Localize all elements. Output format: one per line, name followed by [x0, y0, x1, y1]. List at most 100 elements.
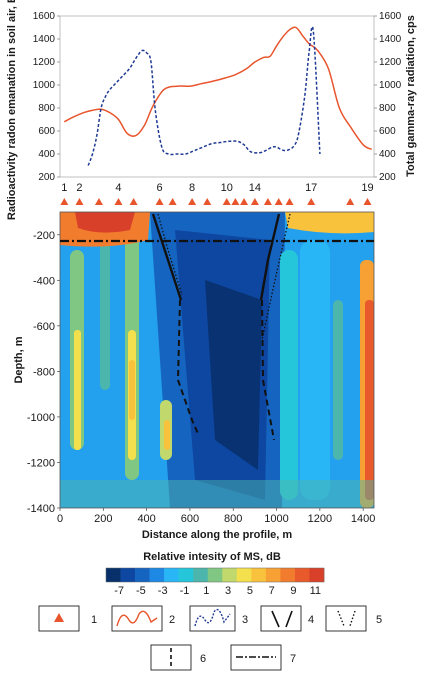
colorbar-frame [105, 567, 325, 583]
right-tick-label: 1400 [379, 34, 402, 45]
colorbar-tick-label: 11 [310, 585, 321, 597]
station-number-label: 14 [249, 182, 261, 194]
station-marker [285, 198, 294, 205]
left-tick-label: 1200 [33, 57, 56, 68]
dashed-boundary-right [261, 299, 275, 441]
distance-axis-label: Distance along the profile, m [142, 529, 293, 541]
right-tick-label: 600 [379, 126, 396, 137]
colorbar-cell [207, 568, 223, 582]
colorbar-tick-label: -1 [180, 585, 190, 597]
left-tick-label: 800 [38, 103, 55, 114]
colorbar-tick-label: 5 [247, 585, 253, 597]
ms-heatmap-chart: -200 -400 -600 -800 -1000 -1200 -1400 0 200 400 6… [13, 198, 375, 541]
left-tick-label: 400 [38, 149, 55, 160]
colorbar-tick-label: 7 [269, 585, 275, 597]
legend-fault-icon-right [285, 610, 293, 628]
colorbar-cell [149, 568, 165, 582]
fault-line-left [151, 213, 183, 301]
legend-num-4: 4 [308, 614, 314, 626]
station-number-label: 2 [76, 182, 82, 194]
colorbar-cell [280, 568, 296, 582]
station-marker [274, 198, 283, 205]
colorbar-tick-label: -5 [136, 585, 146, 597]
depth-tick-label: -200 [33, 230, 55, 242]
distance-tick-label: 1000 [264, 513, 288, 525]
legend-solid-curve-icon [116, 610, 158, 627]
left-tick-label: 1600 [33, 11, 56, 22]
left-axis-ticks: 1600 1400 1200 1000 800 600 400 200 [33, 11, 60, 183]
symbol-legend: 1 2 3 4 5 6 7 [38, 605, 382, 671]
right-tick-label: 200 [379, 172, 396, 183]
left-tick-label: 1400 [33, 34, 56, 45]
station-number-label: 19 [361, 182, 373, 194]
distance-tick-label: 600 [181, 513, 199, 525]
legend-box-3 [189, 605, 236, 632]
colorbar-tick-label: 9 [290, 585, 296, 597]
station-marker [75, 198, 84, 205]
colorbar-tick-label: 1 [203, 585, 209, 597]
colorbar: Relative intesity of MS, dB -7 -5 -3 -1 1 3 5 7… [105, 551, 325, 597]
station-number-label: 1 [61, 182, 67, 194]
station-marker [60, 198, 69, 205]
legend-num-5: 5 [376, 614, 382, 626]
structure-lines [60, 213, 374, 441]
legend-dotted-curve-icon [194, 608, 231, 627]
right-axis-label: Total gamma-ray radiation, cps [405, 15, 417, 177]
colorbar-cell [120, 568, 136, 582]
colorbar-cell [222, 568, 238, 582]
station-marker [240, 198, 249, 205]
legend-box-5 [325, 605, 367, 632]
station-marker [222, 198, 231, 205]
legend-num-1: 1 [91, 614, 97, 626]
station-marker [155, 198, 164, 205]
station-number-label: 6 [157, 182, 163, 194]
legend-box-4 [260, 605, 302, 632]
distance-tick-label: 0 [57, 513, 63, 525]
right-tick-label: 1200 [379, 57, 402, 68]
fault-line-right [259, 213, 281, 301]
legend-dotted-fault-icon-right [349, 610, 356, 627]
station-number-label: 10 [221, 182, 233, 194]
left-tick-label: 600 [38, 126, 55, 137]
depth-axis-ticks: -200 -400 -600 -800 -1000 -1200 -1400 [27, 230, 60, 515]
depth-tick-label: -400 [33, 275, 55, 287]
colorbar-cell [309, 568, 325, 582]
distance-tick-label: 1200 [308, 513, 332, 525]
heatmap-frame [59, 211, 375, 509]
colorbar-tick-label: -7 [114, 585, 124, 597]
distance-tick-label: 800 [224, 513, 242, 525]
station-marker [203, 198, 212, 205]
station-number-label: 4 [115, 182, 121, 194]
left-tick-label: 1000 [33, 80, 56, 91]
depth-tick-label: -600 [33, 321, 55, 333]
colorbar-cell [265, 568, 281, 582]
station-marker [250, 198, 259, 205]
station-marker [263, 198, 272, 205]
legend-dotted-fault-icon-left [337, 610, 345, 627]
dashed-boundary-left [176, 299, 200, 437]
right-axis-ticks: 1600 1400 1200 1000 800 600 400 200 [374, 11, 402, 183]
legend-triangle-icon [54, 613, 64, 622]
station-marker [231, 198, 240, 205]
legend-fault-icon-left [271, 610, 280, 628]
colorbar-cells [105, 567, 325, 583]
legend-num-3: 3 [242, 614, 248, 626]
colorbar-cell [106, 568, 121, 582]
colorbar-tick-labels: -7 -5 -3 -1 1 3 5 7 9 11 [114, 585, 321, 597]
distance-tick-label: 400 [137, 513, 155, 525]
depth-tick-label: -1200 [27, 457, 55, 469]
station-number-label: 8 [189, 182, 195, 194]
station-marker [114, 198, 123, 205]
station-marker [363, 198, 372, 205]
station-number-label: 17 [305, 182, 317, 194]
colorbar-tick-label: 3 [225, 585, 231, 597]
station-marker [188, 198, 197, 205]
gamma-series-line [87, 25, 321, 166]
legend-num-7: 7 [290, 653, 296, 665]
colorbar-cell [178, 568, 194, 582]
legend-num-6: 6 [200, 653, 206, 665]
colorbar-cell [294, 568, 310, 582]
depth-tick-label: -1000 [27, 412, 55, 424]
station-marker [168, 198, 177, 205]
distance-tick-label: 200 [94, 513, 112, 525]
